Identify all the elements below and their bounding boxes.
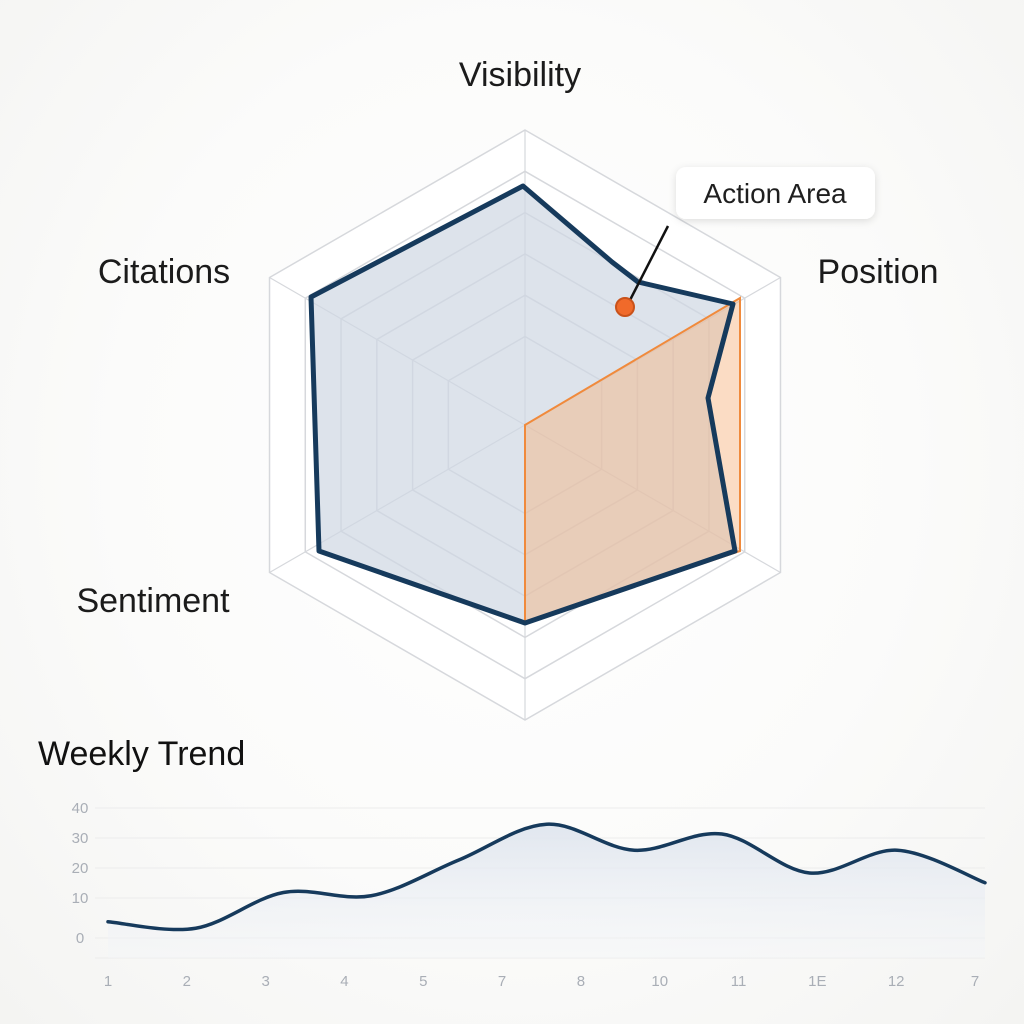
action-area-callout: Action Area: [615, 167, 875, 317]
x-axis-ticks: 1 2 3 4 5 7 8 10 11 1E 12 7: [104, 973, 979, 990]
callout-leader-line: [626, 225, 670, 305]
y-axis-ticks: 0 10 20 30 40: [72, 800, 89, 947]
callout-box: [676, 167, 875, 219]
y-tick-label: 0: [76, 930, 84, 947]
x-tick-label: 11: [731, 973, 747, 990]
x-tick-label: 8: [577, 973, 585, 990]
trend-line: [106, 822, 987, 932]
x-tick-label: 3: [261, 973, 269, 990]
axis-label-position: Position: [818, 253, 939, 291]
axis-label-citations: Citations: [98, 253, 230, 291]
axis-label-visibility: Visibility: [459, 56, 581, 94]
callout-label: Action Area: [703, 178, 847, 209]
radar-highlight-area: [524, 296, 741, 625]
y-tick-label: 10: [72, 890, 89, 907]
x-tick-label: 7: [498, 973, 506, 990]
radar-outline: [308, 183, 738, 626]
chart-title: Weekly Trend: [38, 735, 245, 773]
x-tick-label: 12: [888, 973, 905, 990]
y-tick-label: 30: [72, 830, 89, 847]
x-tick-label: 2: [183, 973, 191, 990]
trend-area-fill: [108, 824, 985, 958]
x-tick-label: 1E: [808, 973, 826, 990]
x-tick-label: 10: [651, 973, 668, 990]
x-tick-label: 4: [340, 973, 348, 990]
y-tick-label: 40: [72, 800, 89, 817]
x-tick-label: 1: [104, 973, 112, 990]
axis-label-sentiment: Sentiment: [76, 582, 230, 620]
action-area-marker: [615, 297, 635, 317]
x-tick-label: 5: [419, 973, 427, 990]
x-tick-label: 7: [971, 973, 979, 990]
radar-data-area: [311, 186, 735, 623]
y-tick-label: 20: [72, 860, 89, 877]
radar-chart: Visibility Position Sentiment Citations …: [76, 56, 939, 721]
